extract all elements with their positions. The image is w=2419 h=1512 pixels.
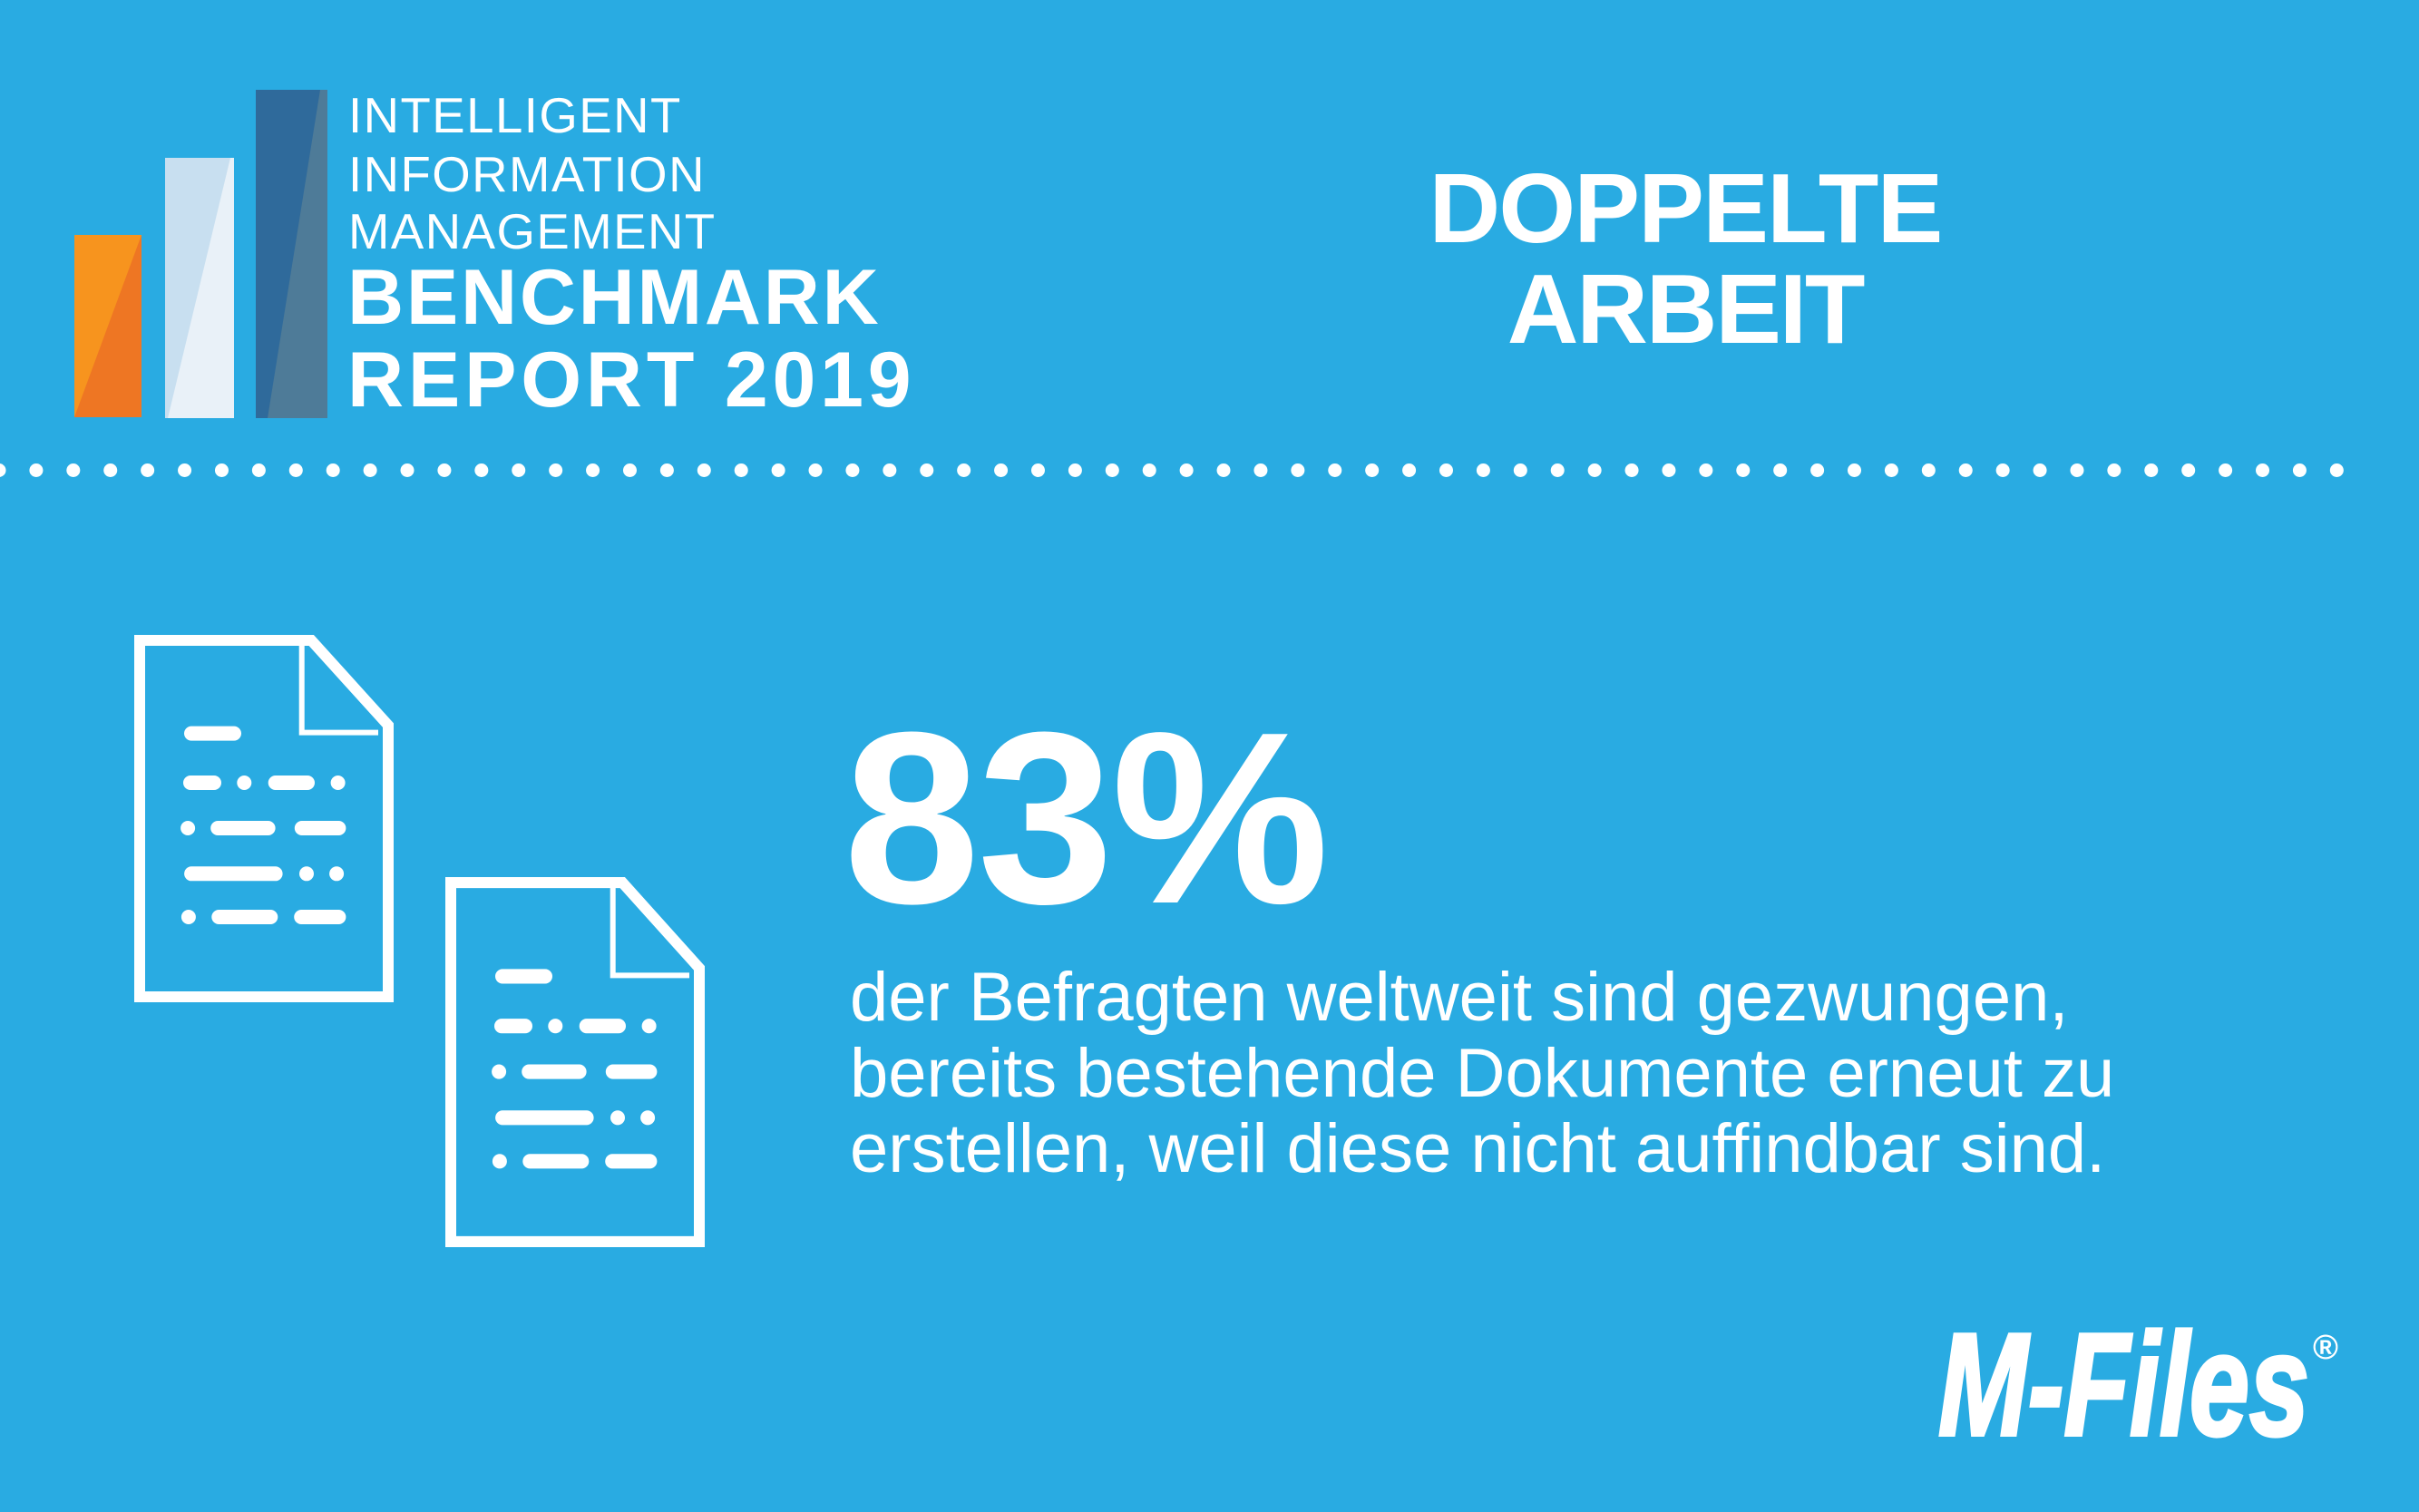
svg-text:M-Files: M-Files — [1938, 1303, 2309, 1467]
svg-text:®: ® — [2313, 1329, 2338, 1367]
